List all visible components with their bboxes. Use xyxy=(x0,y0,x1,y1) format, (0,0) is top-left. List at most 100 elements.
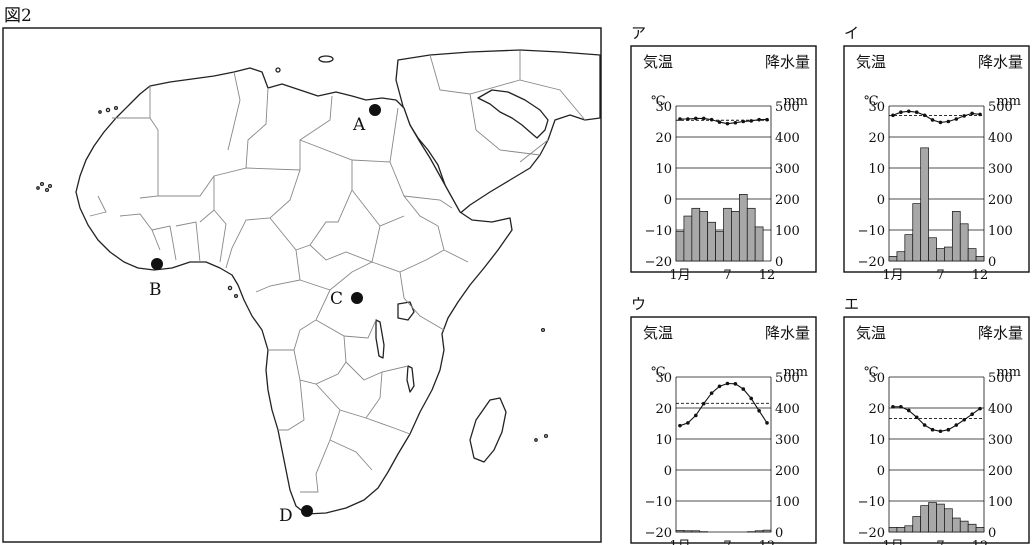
month-tick-label: 7 xyxy=(936,268,944,283)
temperature-tick-label: −10 xyxy=(645,224,672,239)
temperature-line xyxy=(892,110,981,123)
islands xyxy=(36,55,549,442)
precipitation-bar xyxy=(675,231,685,262)
temperature-point xyxy=(741,387,746,391)
temperature-point xyxy=(717,120,722,124)
precipitation-bar xyxy=(888,256,898,262)
precipitation-tick-label: 200 xyxy=(775,193,800,208)
precipitation-bar xyxy=(920,505,929,533)
month-tick-label: 12 xyxy=(759,539,776,545)
temperature-unit: ℃ xyxy=(651,94,666,109)
precipitation-bar xyxy=(912,516,922,533)
persian-gulf-coast xyxy=(477,89,549,139)
precipitation-tick-label: 0 xyxy=(988,526,996,541)
point-c-label: C xyxy=(330,289,343,309)
point-b-label: B xyxy=(149,280,162,300)
temperature-point xyxy=(686,117,690,121)
precipitation-bar xyxy=(691,207,701,262)
temperature-line xyxy=(679,382,768,427)
temperature-tick-label: 20 xyxy=(655,402,672,417)
temperature-tick-label: 20 xyxy=(868,131,885,146)
temperature-tick-label: −10 xyxy=(858,224,885,239)
temperature-point xyxy=(678,423,682,428)
temperature-point xyxy=(946,119,951,124)
precipitation-bar xyxy=(683,530,693,533)
temperature-unit: ℃ xyxy=(864,365,879,380)
temperature-unit: ℃ xyxy=(651,365,666,380)
temperature-point xyxy=(749,396,754,401)
temperature-tick-label: −20 xyxy=(858,526,885,541)
temperature-point xyxy=(930,427,935,432)
temperature-point xyxy=(693,116,698,121)
temperature-point xyxy=(733,120,738,125)
precipitation-tick-label: 400 xyxy=(775,402,800,417)
precipitation-tick-label: 300 xyxy=(775,162,800,177)
temperature-unit: ℃ xyxy=(864,94,879,109)
temperature-point xyxy=(757,117,761,122)
precipitation-bar xyxy=(975,526,985,533)
africa-landmass xyxy=(75,67,513,515)
precipitation-bar xyxy=(731,211,740,262)
point-d-marker xyxy=(301,505,313,517)
precipitation-tick-label: 0 xyxy=(988,255,996,270)
temperature-point xyxy=(914,415,919,420)
precipitation-bar xyxy=(762,529,772,533)
precipitation-bar xyxy=(928,502,937,533)
temperature-tick-label: 30 xyxy=(655,100,672,115)
temperature-point xyxy=(978,406,982,411)
precipitation-bar xyxy=(959,520,969,533)
temperature-axis-title: 気温 xyxy=(856,324,886,342)
temperature-point xyxy=(954,117,959,121)
lake-malawi xyxy=(406,365,415,393)
temperature-point xyxy=(749,119,754,123)
precipitation-tick-label: 400 xyxy=(988,131,1013,146)
month-tick-label: 7 xyxy=(723,268,731,283)
temperature-axis-title: 気温 xyxy=(856,53,886,71)
temperature-point xyxy=(938,120,943,125)
temperature-tick-label: 30 xyxy=(655,371,672,386)
temperature-tick-label: 30 xyxy=(868,100,885,115)
precipitation-bar xyxy=(896,251,906,262)
precipitation-axis-title: 降水量 xyxy=(765,324,810,342)
precipitation-unit: mm xyxy=(783,365,808,380)
precipitation-bar xyxy=(699,211,709,262)
temperature-point xyxy=(891,113,895,118)
precipitation-bar xyxy=(691,530,701,533)
precipitation-tick-label: 400 xyxy=(775,131,800,146)
temperature-axis-title: 気温 xyxy=(643,53,673,71)
temperature-point xyxy=(709,117,714,122)
temperature-point xyxy=(717,384,722,389)
temperature-point xyxy=(954,423,959,427)
temperature-point xyxy=(765,117,769,122)
panel-label: エ xyxy=(844,295,859,313)
panel-frame xyxy=(630,45,817,273)
temperature-point xyxy=(914,110,919,114)
panel-label: イ xyxy=(844,24,859,42)
month-tick-label: 1月 xyxy=(882,539,903,545)
precipitation-bar xyxy=(944,508,953,533)
temperature-tick-label: −10 xyxy=(858,495,885,510)
month-tick-label: 1月 xyxy=(882,268,903,283)
temperature-point xyxy=(741,119,746,124)
precipitation-bar xyxy=(959,223,969,262)
madagascar xyxy=(469,397,507,463)
climograph-3: ウ気温 降水量 ℃ mm 30 500 20 400 10 300 0 200 −10 100 −20 0 1月… xyxy=(630,295,817,545)
temperature-point xyxy=(709,391,714,395)
lake-tanganyika xyxy=(375,319,385,359)
panel-frame xyxy=(843,45,1030,273)
month-tick-label: 12 xyxy=(972,268,989,283)
temperature-point xyxy=(757,408,761,413)
temperature-tick-label: 10 xyxy=(655,433,672,448)
precipitation-tick-label: 300 xyxy=(988,433,1013,448)
precipitation-bar xyxy=(936,248,945,262)
temperature-point xyxy=(906,408,911,413)
panel-label: ウ xyxy=(631,295,646,313)
temperature-tick-label: −10 xyxy=(645,495,672,510)
precipitation-bar xyxy=(951,517,961,533)
precipitation-bar xyxy=(888,526,898,533)
map-frame xyxy=(2,27,602,543)
precipitation-tick-label: 300 xyxy=(988,162,1013,177)
precipitation-bar xyxy=(936,503,945,533)
precipitation-tick-label: 300 xyxy=(775,433,800,448)
temperature-point xyxy=(938,429,943,434)
